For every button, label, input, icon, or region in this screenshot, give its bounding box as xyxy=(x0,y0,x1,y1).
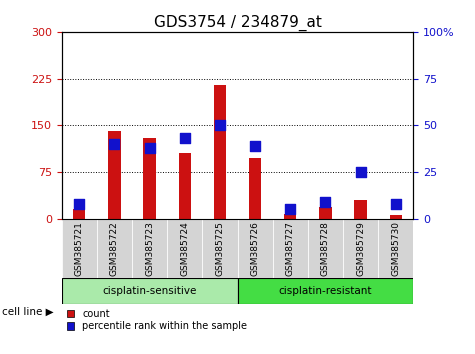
Text: cell line ▶: cell line ▶ xyxy=(2,307,54,317)
Bar xyxy=(284,214,296,219)
FancyBboxPatch shape xyxy=(62,278,238,304)
Bar xyxy=(354,200,367,219)
Text: GSM385727: GSM385727 xyxy=(286,221,294,276)
Bar xyxy=(73,209,86,219)
Title: GDS3754 / 234879_at: GDS3754 / 234879_at xyxy=(153,14,322,30)
FancyBboxPatch shape xyxy=(97,219,132,278)
Point xyxy=(357,169,364,175)
Text: GSM385724: GSM385724 xyxy=(180,221,189,275)
Text: GSM385723: GSM385723 xyxy=(145,221,154,276)
FancyBboxPatch shape xyxy=(167,219,202,278)
FancyBboxPatch shape xyxy=(238,219,273,278)
Text: GSM385725: GSM385725 xyxy=(216,221,224,276)
Bar xyxy=(319,207,332,219)
Point xyxy=(146,145,153,150)
FancyBboxPatch shape xyxy=(132,219,167,278)
FancyBboxPatch shape xyxy=(343,219,378,278)
Bar xyxy=(249,158,261,219)
FancyBboxPatch shape xyxy=(308,219,343,278)
Bar xyxy=(214,85,226,219)
Bar xyxy=(179,153,191,219)
Text: cisplatin-sensitive: cisplatin-sensitive xyxy=(103,286,197,296)
Point xyxy=(111,141,118,147)
Text: GSM385721: GSM385721 xyxy=(75,221,84,276)
Point xyxy=(76,201,83,206)
Text: GSM385729: GSM385729 xyxy=(356,221,365,276)
Text: GSM385726: GSM385726 xyxy=(251,221,259,276)
Point xyxy=(392,201,399,206)
FancyBboxPatch shape xyxy=(202,219,238,278)
Bar xyxy=(143,138,156,219)
Point xyxy=(216,122,224,128)
Point xyxy=(181,136,189,141)
FancyBboxPatch shape xyxy=(238,278,413,304)
Text: GSM385728: GSM385728 xyxy=(321,221,330,276)
Text: GSM385730: GSM385730 xyxy=(391,221,400,276)
Point xyxy=(286,206,294,212)
Text: GSM385722: GSM385722 xyxy=(110,221,119,275)
Text: cisplatin-resistant: cisplatin-resistant xyxy=(279,286,372,296)
FancyBboxPatch shape xyxy=(273,219,308,278)
FancyBboxPatch shape xyxy=(378,219,413,278)
Bar xyxy=(108,131,121,219)
Bar xyxy=(390,215,402,219)
FancyBboxPatch shape xyxy=(62,219,97,278)
Point xyxy=(322,199,329,205)
Point xyxy=(251,143,259,149)
Legend: count, percentile rank within the sample: count, percentile rank within the sample xyxy=(66,309,247,331)
